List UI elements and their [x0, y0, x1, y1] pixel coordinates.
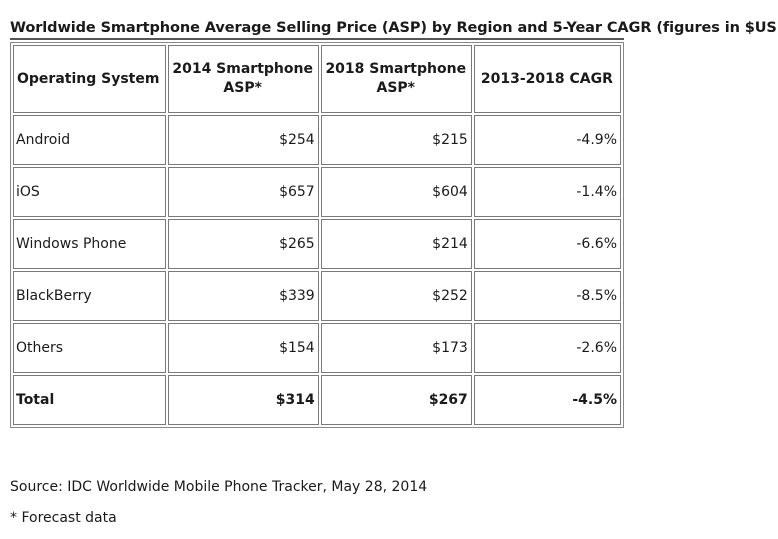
cell-cagr: -4.9% [473, 115, 621, 165]
cell-2018-asp: $173 [320, 323, 472, 373]
page-title: Worldwide Smartphone Average Selling Pri… [10, 20, 778, 36]
table-row: BlackBerry $339 $252 -8.5% [13, 271, 621, 321]
total-cagr: -4.5% [473, 375, 621, 425]
header-operating-system: Operating System [13, 45, 166, 113]
cell-2018-asp: $252 [320, 271, 472, 321]
cell-os: Windows Phone [13, 219, 166, 269]
cell-cagr: -6.6% [473, 219, 621, 269]
cell-2014-asp: $265 [167, 219, 319, 269]
cell-cagr: -1.4% [473, 167, 621, 217]
total-2014-asp: $314 [167, 375, 319, 425]
table-header-row: Operating System 2014 Smartphone ASP* 20… [13, 45, 621, 113]
cell-cagr: -2.6% [473, 323, 621, 373]
table-row: Windows Phone $265 $214 -6.6% [13, 219, 621, 269]
header-2018-asp: 2018 Smartphone ASP* [320, 45, 472, 113]
table-total-row: Total $314 $267 -4.5% [13, 375, 621, 425]
table-row: Android $254 $215 -4.9% [13, 115, 621, 165]
header-cagr: 2013-2018 CAGR [473, 45, 621, 113]
asp-table: Operating System 2014 Smartphone ASP* 20… [10, 42, 624, 428]
cell-cagr: -8.5% [473, 271, 621, 321]
cell-os: Android [13, 115, 166, 165]
forecast-footnote: * Forecast data [10, 510, 117, 526]
total-2018-asp: $267 [320, 375, 472, 425]
table-row: Others $154 $173 -2.6% [13, 323, 621, 373]
table-row: iOS $657 $604 -1.4% [13, 167, 621, 217]
cell-2014-asp: $339 [167, 271, 319, 321]
cell-2018-asp: $215 [320, 115, 472, 165]
cell-os: Others [13, 323, 166, 373]
cell-2014-asp: $254 [167, 115, 319, 165]
cell-2014-asp: $657 [167, 167, 319, 217]
cell-os: BlackBerry [13, 271, 166, 321]
cell-2014-asp: $154 [167, 323, 319, 373]
total-label: Total [13, 375, 166, 425]
cell-os: iOS [13, 167, 166, 217]
title-divider [10, 38, 624, 40]
header-2014-asp: 2014 Smartphone ASP* [167, 45, 319, 113]
source-note: Source: IDC Worldwide Mobile Phone Track… [10, 479, 428, 495]
cell-2018-asp: $214 [320, 219, 472, 269]
cell-2018-asp: $604 [320, 167, 472, 217]
